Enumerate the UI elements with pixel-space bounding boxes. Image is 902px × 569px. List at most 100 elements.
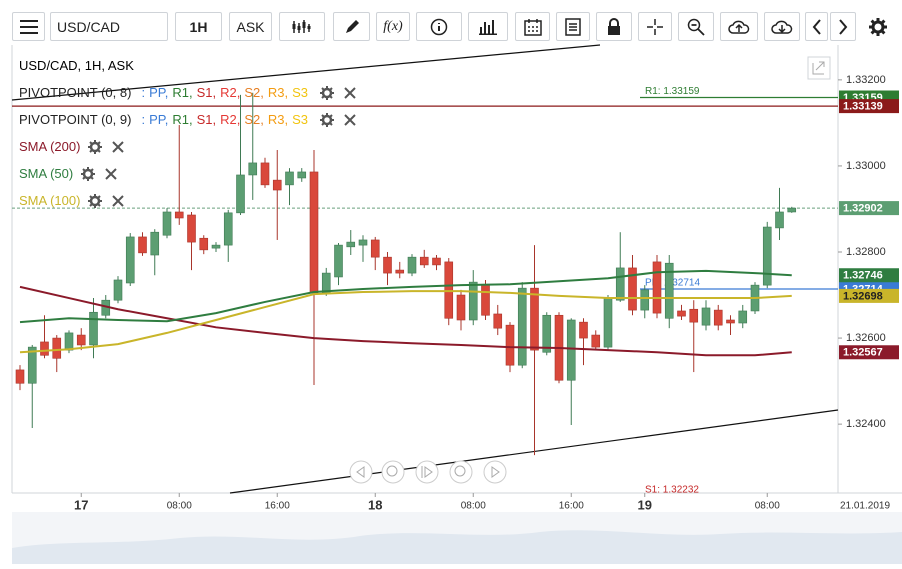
settings-icon[interactable] [88,193,103,208]
nav-right[interactable] [483,460,507,484]
remove-icon[interactable] [344,113,356,126]
candle-body [297,171,307,179]
y-tick-label: 1.33000 [846,160,886,172]
back-button[interactable] [805,12,828,41]
gear-teeth [320,85,334,100]
price-tag [839,268,899,283]
zoom-out[interactable] [381,460,405,484]
candle-body [89,311,98,346]
date-label: 21.01.2019 [840,501,890,512]
candle-body [174,211,184,219]
symbol-input[interactable]: USD/CAD [50,12,168,41]
legend-title: USD/CAD, 1H, ASK [19,58,134,73]
expand-button[interactable] [807,56,831,80]
icon [687,18,705,36]
candle-body [762,226,772,286]
volume-button[interactable] [468,12,508,41]
candle-body [223,212,233,246]
candle-body [628,267,637,311]
settings-icon[interactable] [320,85,334,100]
candle-body [775,211,784,229]
candle-body [370,239,380,258]
sma-name: SMA (200) [19,139,81,154]
candle-body [236,174,245,214]
x-tick-label: 08:00 [167,501,192,512]
info-button[interactable] [416,12,462,41]
side-button[interactable]: ASK [229,12,272,41]
candle-body [493,313,503,329]
menu-button[interactable] [12,12,45,41]
timeframe-button[interactable]: 1H [175,12,222,41]
cross [344,113,356,126]
draw-button[interactable] [333,12,370,41]
zoom-in[interactable] [449,460,473,484]
candle-body [591,334,601,348]
candle-body [248,162,258,176]
remove-icon[interactable] [344,86,356,99]
x-tick-label: 08:00 [461,501,486,512]
legend-controls [81,166,117,181]
crosshair-button[interactable] [638,12,672,41]
upload-button[interactable] [720,12,758,41]
x-tick-label: 19 [638,497,652,512]
icon [19,19,38,34]
sma-legend: SMA (200) [19,133,362,160]
candle-body [579,321,588,339]
y-tick-label: 1.32800 [846,246,886,258]
price-tag-label: 1.32746 [843,270,883,282]
icon [479,19,497,35]
nav-left[interactable] [349,460,373,484]
candle-body [187,214,196,243]
download-button[interactable] [764,12,800,41]
icon [565,17,581,36]
icon [356,466,365,478]
y-tick-label: 1.33200 [846,74,886,86]
cross [105,167,117,180]
remove-icon[interactable] [112,140,125,153]
settings-button[interactable] [864,12,892,41]
price-tag [839,201,899,216]
candle-body [76,334,86,346]
pivot-component: S1, [196,112,217,127]
candle-body [456,294,466,321]
report-button[interactable] [556,12,590,41]
forward-button[interactable] [830,12,856,41]
indicator-button[interactable]: f(x) [376,12,410,41]
settings-icon[interactable] [81,166,96,181]
gear [321,87,333,98]
sma-legend: SMA (100) [19,187,362,214]
legend-controls [88,139,125,154]
lock-button[interactable] [596,12,632,41]
candle-body [150,231,160,256]
candle-body [199,237,209,251]
reset[interactable] [415,460,439,484]
x-tick-label: 08:00 [755,501,780,512]
pivot-component: S2, [244,112,264,127]
settings-icon[interactable] [88,139,103,154]
settings-icon[interactable] [320,112,334,127]
chart-type-button[interactable] [279,12,325,41]
gear [90,195,101,206]
candle-body [468,281,478,321]
candle-body [211,244,221,249]
remove-icon[interactable] [112,194,125,207]
calendar-button[interactable] [515,12,550,41]
x-tick-label: 17 [74,497,88,512]
navigator-area [12,530,902,564]
candle-body [713,309,723,326]
candle-body [640,289,650,311]
icon [430,18,448,35]
remove-icon[interactable] [105,167,117,180]
expand-box[interactable] [807,56,831,80]
pivot-component: S1, [196,85,217,100]
gear [90,141,101,152]
legend-controls [320,85,356,100]
price-tag-label: 1.32698 [843,290,883,302]
candle-body [358,239,368,246]
candle-body [517,287,527,366]
zoom-button[interactable] [678,12,714,41]
sma-line [19,269,792,324]
x-tick-label: 18 [368,497,382,512]
candle-body [481,283,490,316]
